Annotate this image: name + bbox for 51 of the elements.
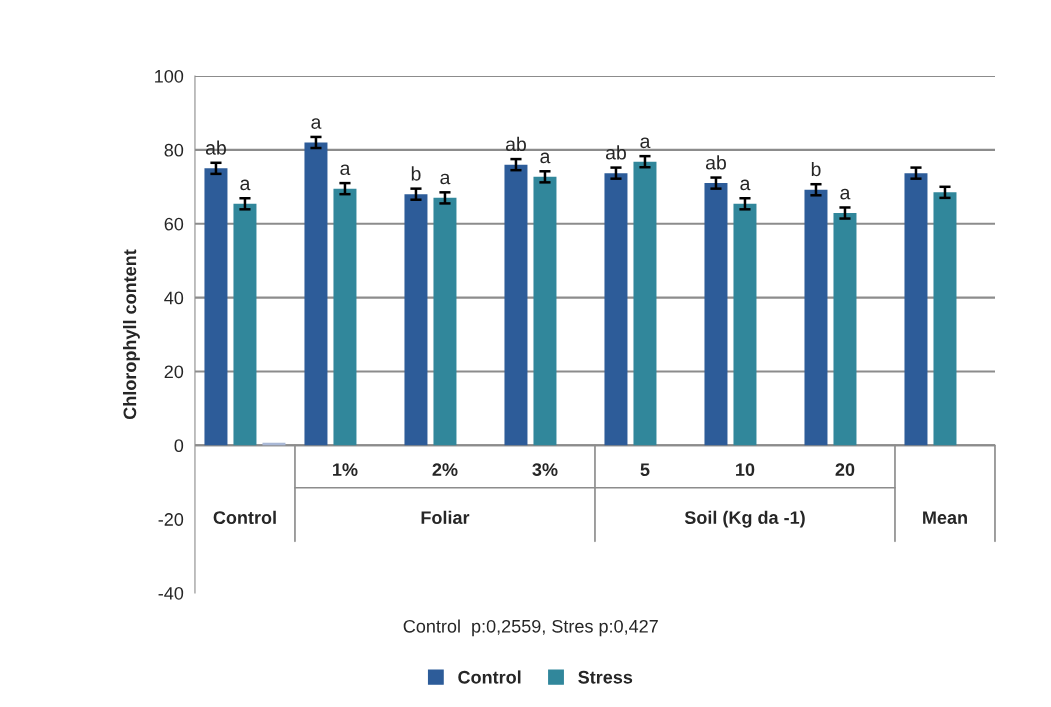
bar — [804, 189, 828, 446]
x-tick-label: 3% — [532, 463, 558, 477]
bar — [433, 197, 457, 446]
data-label: b — [811, 161, 821, 177]
bar — [233, 203, 257, 446]
data-label: b — [411, 166, 421, 181]
y-axis-title: Chlorophyll content — [123, 249, 140, 420]
y-tick-label: -20 — [158, 513, 184, 526]
data-label: ab — [705, 155, 726, 170]
x-tick-label: 20 — [835, 463, 855, 477]
y-tick-label: 20 — [164, 365, 184, 379]
data-label: a — [540, 152, 551, 164]
y-tick-label: -40 — [158, 586, 184, 600]
legend-label: Stress — [578, 670, 633, 684]
data-label: ab — [605, 145, 626, 160]
y-tick-label: 80 — [164, 143, 184, 157]
bar — [833, 213, 857, 446]
annotation: Foliar — [421, 510, 470, 525]
bar — [404, 194, 428, 446]
legend-label: Control — [458, 670, 521, 684]
bar — [604, 173, 628, 446]
data-label: ab — [205, 140, 226, 155]
bar — [633, 161, 657, 446]
y-tick-label: 100 — [155, 69, 184, 83]
bar — [904, 173, 928, 446]
y-tick-label: 60 — [164, 217, 184, 231]
bar — [333, 188, 357, 446]
data-label: a — [640, 137, 651, 149]
bar — [933, 192, 957, 446]
data-label: a — [340, 164, 351, 176]
x-tick-label: 5 — [640, 463, 650, 477]
data-label: a — [440, 173, 451, 185]
data-label: a — [840, 188, 851, 200]
x-tick-label: 2% — [432, 463, 458, 476]
x-tick-label: Mean — [923, 511, 967, 525]
x-tick-label: 10 — [736, 463, 755, 477]
bar — [304, 142, 328, 446]
bar — [504, 164, 528, 446]
y-tick-label: 0 — [174, 439, 184, 453]
y-tick-label: 40 — [164, 291, 184, 305]
data-label: a — [240, 179, 251, 191]
annotation: Soil (Kg da -1) — [684, 510, 805, 528]
text: Control p:0,2559, Stres p:0,427 — [403, 619, 658, 637]
bar — [704, 183, 728, 446]
bar — [533, 176, 557, 446]
bar — [204, 168, 228, 446]
data-label: a — [740, 179, 751, 191]
data-label: a — [311, 118, 322, 129]
bar — [733, 203, 757, 446]
x-tick-label: 1% — [333, 463, 358, 476]
data-label: ab — [505, 136, 526, 152]
